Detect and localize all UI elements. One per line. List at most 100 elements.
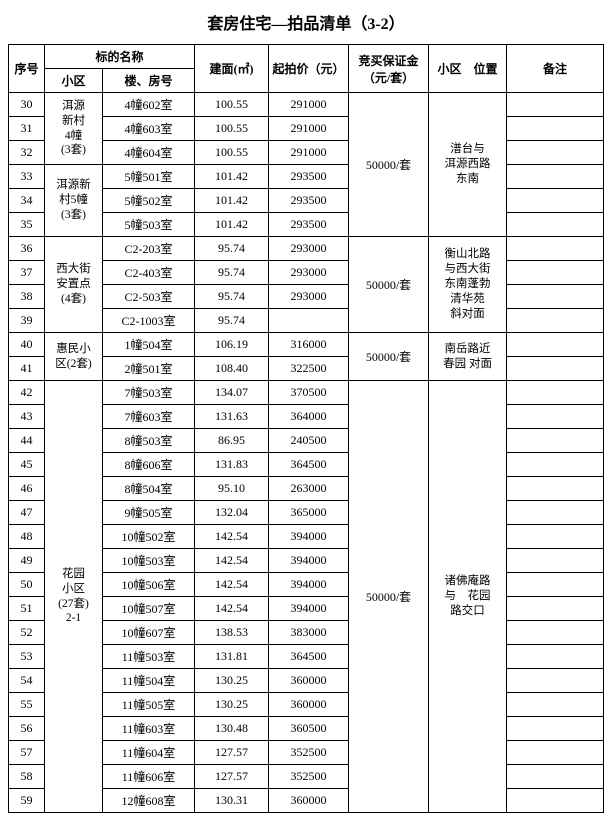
cell-seq: 35 <box>9 213 45 237</box>
cell-price: 394000 <box>269 549 349 573</box>
cell-remark <box>507 741 604 765</box>
cell-seq: 52 <box>9 621 45 645</box>
cell-location: 衡山北路与西大街东南蓬勃清华苑斜对面 <box>429 237 507 333</box>
cell-room: 11幢504室 <box>103 669 195 693</box>
cell-seq: 56 <box>9 717 45 741</box>
cell-xiaoqu: 惠民小区(2套) <box>45 333 103 381</box>
cell-seq: 37 <box>9 261 45 285</box>
cell-area: 131.81 <box>195 645 269 669</box>
cell-area: 131.83 <box>195 453 269 477</box>
cell-seq: 57 <box>9 741 45 765</box>
table-row: 42花园小区(27套)2-17幢503室134.0737050050000/套诸… <box>9 381 604 405</box>
cell-price: 240500 <box>269 429 349 453</box>
cell-price: 394000 <box>269 525 349 549</box>
cell-seq: 51 <box>9 597 45 621</box>
cell-price: 370500 <box>269 381 349 405</box>
cell-room: 2幢501室 <box>103 357 195 381</box>
cell-price: 316000 <box>269 333 349 357</box>
cell-price: 291000 <box>269 93 349 117</box>
cell-remark <box>507 357 604 381</box>
cell-room: 11幢505室 <box>103 693 195 717</box>
cell-price: 360500 <box>269 717 349 741</box>
cell-area: 86.95 <box>195 429 269 453</box>
cell-price: 293000 <box>269 285 349 309</box>
cell-remark <box>507 789 604 813</box>
cell-seq: 53 <box>9 645 45 669</box>
cell-area: 142.54 <box>195 549 269 573</box>
cell-price: 263000 <box>269 477 349 501</box>
cell-room: C2-503室 <box>103 285 195 309</box>
cell-seq: 33 <box>9 165 45 189</box>
cell-xiaoqu: 洱源新村4幢(3套) <box>45 93 103 165</box>
cell-room: 4幢602室 <box>103 93 195 117</box>
cell-location: 南岳路近春园 对面 <box>429 333 507 381</box>
cell-seq: 36 <box>9 237 45 261</box>
header-location: 小区 位置 <box>429 45 507 93</box>
page-title: 套房住宅—拍品清单（3-2） <box>8 10 604 34</box>
cell-remark <box>507 765 604 789</box>
cell-area: 127.57 <box>195 765 269 789</box>
cell-price: 291000 <box>269 141 349 165</box>
cell-room: 5幢501室 <box>103 165 195 189</box>
cell-price <box>269 309 349 333</box>
cell-price: 293500 <box>269 189 349 213</box>
cell-price: 360000 <box>269 693 349 717</box>
cell-area: 100.55 <box>195 141 269 165</box>
cell-remark <box>507 93 604 117</box>
cell-room: 10幢503室 <box>103 549 195 573</box>
cell-price: 322500 <box>269 357 349 381</box>
cell-room: 12幢608室 <box>103 789 195 813</box>
cell-remark <box>507 453 604 477</box>
cell-seq: 54 <box>9 669 45 693</box>
cell-room: 5幢502室 <box>103 189 195 213</box>
cell-seq: 43 <box>9 405 45 429</box>
cell-room: C2-1003室 <box>103 309 195 333</box>
cell-price: 293500 <box>269 213 349 237</box>
cell-area: 106.19 <box>195 333 269 357</box>
cell-remark <box>507 597 604 621</box>
cell-room: 10幢607室 <box>103 621 195 645</box>
cell-seq: 48 <box>9 525 45 549</box>
cell-area: 130.31 <box>195 789 269 813</box>
cell-seq: 47 <box>9 501 45 525</box>
cell-area: 127.57 <box>195 741 269 765</box>
cell-remark <box>507 645 604 669</box>
cell-remark <box>507 477 604 501</box>
cell-room: 1幢504室 <box>103 333 195 357</box>
cell-room: 7幢503室 <box>103 381 195 405</box>
cell-room: 11幢603室 <box>103 717 195 741</box>
cell-price: 352500 <box>269 765 349 789</box>
cell-area: 131.63 <box>195 405 269 429</box>
cell-room: 8幢606室 <box>103 453 195 477</box>
cell-price: 352500 <box>269 741 349 765</box>
cell-seq: 59 <box>9 789 45 813</box>
cell-seq: 58 <box>9 765 45 789</box>
cell-area: 95.74 <box>195 285 269 309</box>
header-remark: 备注 <box>507 45 604 93</box>
table-row: 30洱源新村4幢(3套)4幢602室100.5529100050000/套潽台与… <box>9 93 604 117</box>
table-body: 30洱源新村4幢(3套)4幢602室100.5529100050000/套潽台与… <box>9 93 604 813</box>
cell-room: 7幢603室 <box>103 405 195 429</box>
cell-remark <box>507 501 604 525</box>
cell-price: 394000 <box>269 573 349 597</box>
cell-price: 364500 <box>269 453 349 477</box>
cell-seq: 46 <box>9 477 45 501</box>
cell-price: 394000 <box>269 597 349 621</box>
cell-room: 11幢604室 <box>103 741 195 765</box>
cell-room: C2-403室 <box>103 261 195 285</box>
cell-remark <box>507 213 604 237</box>
cell-price: 364500 <box>269 645 349 669</box>
cell-area: 134.07 <box>195 381 269 405</box>
cell-seq: 38 <box>9 285 45 309</box>
cell-seq: 42 <box>9 381 45 405</box>
cell-seq: 45 <box>9 453 45 477</box>
cell-price: 364000 <box>269 405 349 429</box>
cell-remark <box>507 549 604 573</box>
cell-room: 8幢504室 <box>103 477 195 501</box>
cell-remark <box>507 333 604 357</box>
table-row: 40惠民小区(2套)1幢504室106.1931600050000/套南岳路近春… <box>9 333 604 357</box>
header-xiaoqu: 小区 <box>45 69 103 93</box>
cell-room: 11幢503室 <box>103 645 195 669</box>
header-seq: 序号 <box>9 45 45 93</box>
cell-seq: 55 <box>9 693 45 717</box>
